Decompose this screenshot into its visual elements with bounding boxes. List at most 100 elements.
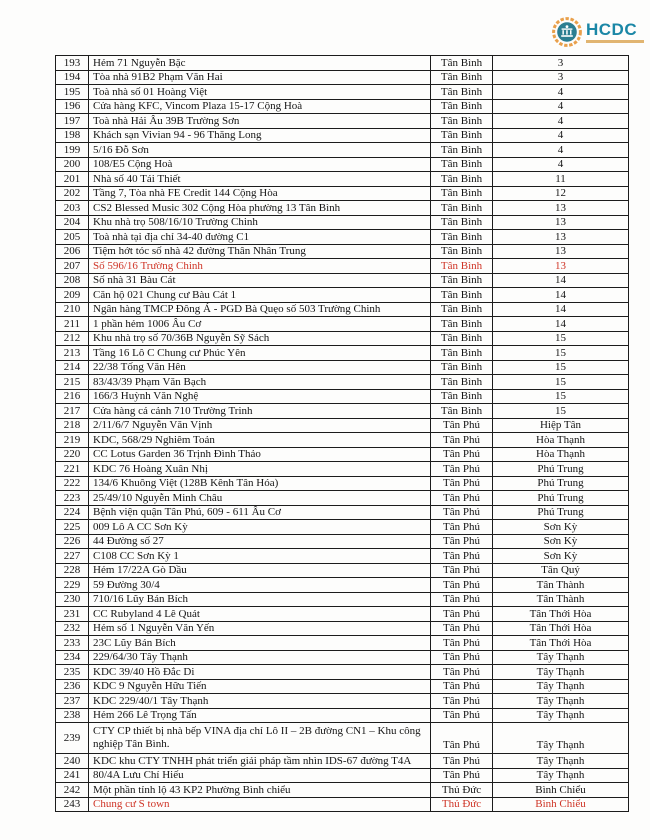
row-address: Tòa nhà 91B2 Phạm Văn Hai	[88, 69, 431, 85]
row-address: 83/43/39 Phạm Văn Bạch	[88, 374, 431, 390]
row-district: Thủ Đức	[430, 782, 493, 798]
table-row: 239 CTY CP thiết bị nhà bếp VINA địa chỉ…	[55, 722, 629, 754]
row-address: 22/38 Tống Văn Hên	[88, 359, 431, 375]
row-ward: Sơn Kỳ	[492, 519, 629, 535]
table-row: 243 Chung cư S town Thủ Đức Bình Chiểu	[55, 796, 629, 812]
table-row: 201 Nhà số 40 Tái Thiết Tân Bình 11	[55, 171, 629, 187]
row-number: 228	[55, 562, 89, 578]
locations-table-body: 193 Hẻm 71 Nguyễn Bặc Tân Bình 3 194 Tòa…	[55, 55, 629, 812]
row-number: 225	[55, 519, 89, 535]
row-number: 236	[55, 678, 89, 694]
row-address: Số 596/16 Trường Chinh	[88, 258, 431, 274]
row-number: 242	[55, 782, 89, 798]
row-ward: 15	[492, 345, 629, 361]
row-number: 237	[55, 693, 89, 709]
table-row: 242 Một phần tỉnh lộ 43 KP2 Phường Bình …	[55, 782, 629, 798]
row-ward: 15	[492, 403, 629, 419]
table-row: 214 22/38 Tống Văn Hên Tân Bình 15	[55, 359, 629, 375]
row-district: Tân Bình	[430, 55, 493, 71]
row-address: KDC 229/40/1 Tây Thạnh	[88, 693, 431, 709]
row-number: 218	[55, 417, 89, 433]
row-ward: 15	[492, 374, 629, 390]
row-address: Khu nhà trọ 508/16/10 Trường Chinh	[88, 214, 431, 230]
table-row: 228 Hẻm 17/22A Gò Dầu Tân Phú Tân Quý	[55, 562, 629, 578]
row-address: 5/16 Đỗ Sơn	[88, 142, 431, 158]
row-address: Chung cư S town	[88, 796, 431, 812]
row-number: 201	[55, 171, 89, 187]
row-address: 23C Lũy Bán Bích	[88, 635, 431, 651]
row-district: Tân Phú	[430, 490, 493, 506]
row-address: 009 Lô A CC Sơn Kỳ	[88, 519, 431, 535]
row-ward: Tân Quý	[492, 562, 629, 578]
row-number: 207	[55, 258, 89, 274]
row-ward: 4	[492, 127, 629, 143]
table-row: 203 CS2 Blessed Music 302 Cộng Hòa phườn…	[55, 200, 629, 216]
row-ward: 14	[492, 287, 629, 303]
table-row: 237 KDC 229/40/1 Tây Thạnh Tân Phú Tây T…	[55, 693, 629, 709]
table-row: 232 Hẻm số 1 Nguyễn Văn Yến Tân Phú Tân …	[55, 620, 629, 636]
row-ward: 13	[492, 214, 629, 230]
row-address: Số nhà 31 Bàu Cát	[88, 272, 431, 288]
row-district: Tân Bình	[430, 272, 493, 288]
row-number: 211	[55, 316, 89, 332]
row-district: Tân Bình	[430, 359, 493, 375]
row-ward: Tây Thạnh	[492, 722, 629, 754]
table-row: 204 Khu nhà trọ 508/16/10 Trường Chinh T…	[55, 214, 629, 230]
table-row: 224 Bệnh viện quận Tân Phú, 609 - 611 Âu…	[55, 504, 629, 520]
row-ward: Bình Chiểu	[492, 782, 629, 798]
row-district: Tân Phú	[430, 753, 493, 769]
table-row: 194 Tòa nhà 91B2 Phạm Văn Hai Tân Bình 3	[55, 69, 629, 85]
row-address: 108/E5 Cộng Hoà	[88, 156, 431, 172]
row-number: 209	[55, 287, 89, 303]
row-address: CC Lotus Garden 36 Trịnh Đình Thảo	[88, 446, 431, 462]
row-district: Tân Bình	[430, 316, 493, 332]
table-row: 200 108/E5 Cộng Hoà Tân Bình 4	[55, 156, 629, 172]
row-district: Tân Bình	[430, 142, 493, 158]
row-number: 210	[55, 301, 89, 317]
row-number: 193	[55, 55, 89, 71]
table-row: 205 Toà nhà tại địa chỉ 34-40 đường C1 T…	[55, 229, 629, 245]
row-address: Hẻm 266 Lê Trọng Tấn	[88, 707, 431, 723]
hcdc-logo: HCDC	[551, 16, 644, 48]
row-district: Tân Bình	[430, 113, 493, 129]
table-row: 210 Ngân hàng TMCP Đông Á - PGD Bà Quẹo …	[55, 301, 629, 317]
row-district: Tân Bình	[430, 330, 493, 346]
row-district: Tân Bình	[430, 200, 493, 216]
row-district: Tân Bình	[430, 156, 493, 172]
row-ward: 14	[492, 301, 629, 317]
row-address: 166/3 Huỳnh Văn Nghệ	[88, 388, 431, 404]
table-row: 196 Cửa hàng KFC, Vincom Plaza 15-17 Cộn…	[55, 98, 629, 114]
row-ward: 3	[492, 55, 629, 71]
table-row: 218 2/11/6/7 Nguyễn Văn Vịnh Tân Phú Hiệ…	[55, 417, 629, 433]
table-row: 221 KDC 76 Hoàng Xuân Nhị Tân Phú Phú Tr…	[55, 461, 629, 477]
row-number: 208	[55, 272, 89, 288]
row-ward: 14	[492, 316, 629, 332]
row-number: 213	[55, 345, 89, 361]
row-district: Tân Bình	[430, 345, 493, 361]
row-ward: Tây Thạnh	[492, 753, 629, 769]
locations-table: 193 Hẻm 71 Nguyễn Bặc Tân Bình 3 194 Tòa…	[55, 55, 629, 812]
row-address: 710/16 Lũy Bán Bích	[88, 591, 431, 607]
row-address: 44 Đường số 27	[88, 533, 431, 549]
row-ward: Phú Trung	[492, 475, 629, 491]
table-row: 206 Tiệm hớt tóc số nhà 42 đường Thân Nh…	[55, 243, 629, 259]
row-number: 206	[55, 243, 89, 259]
row-address: Tiệm hớt tóc số nhà 42 đường Thân Nhân T…	[88, 243, 431, 259]
row-number: 235	[55, 664, 89, 680]
row-district: Tân Phú	[430, 519, 493, 535]
row-number: 243	[55, 796, 89, 812]
logo-name: HCDC	[586, 20, 638, 40]
row-address: Nhà số 40 Tái Thiết	[88, 171, 431, 187]
logo-tagline	[586, 40, 644, 43]
row-district: Tân Phú	[430, 693, 493, 709]
table-row: 227 C108 CC Sơn Kỳ 1 Tân Phú Sơn Kỳ	[55, 548, 629, 564]
table-row: 208 Số nhà 31 Bàu Cát Tân Bình 14	[55, 272, 629, 288]
table-row: 226 44 Đường số 27 Tân Phú Sơn Kỳ	[55, 533, 629, 549]
row-district: Tân Bình	[430, 171, 493, 187]
row-address: Toà nhà tại địa chỉ 34-40 đường C1	[88, 229, 431, 245]
row-ward: Phú Trung	[492, 490, 629, 506]
row-address: KDC 76 Hoàng Xuân Nhị	[88, 461, 431, 477]
row-address: 229/64/30 Tây Thạnh	[88, 649, 431, 665]
table-row: 211 1 phần hẻm 1006 Âu Cơ Tân Bình 14	[55, 316, 629, 332]
